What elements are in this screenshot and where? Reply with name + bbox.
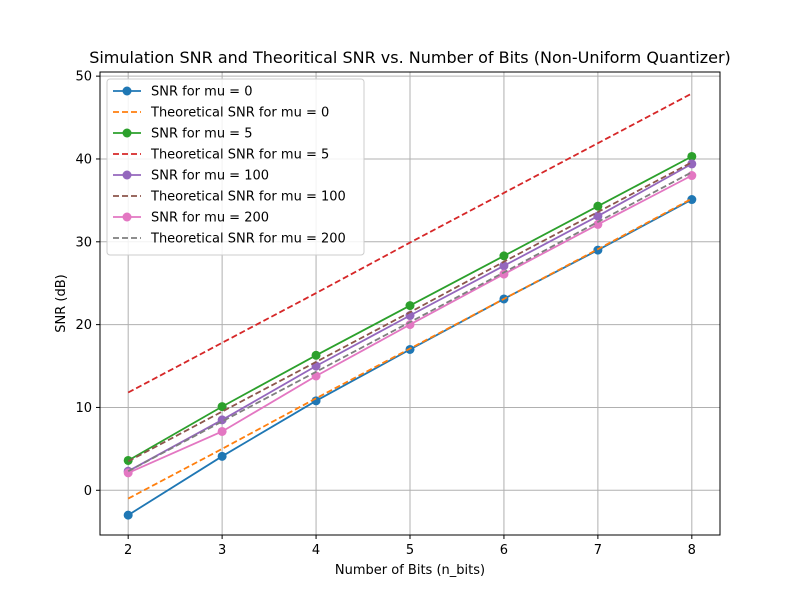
legend-label: SNR for mu = 200 — [151, 211, 269, 226]
y-tick-label: 10 — [75, 401, 92, 416]
x-tick-label: 8 — [688, 543, 696, 558]
data-point — [499, 251, 509, 261]
data-point — [687, 159, 697, 169]
x-tick-label: 7 — [594, 543, 602, 558]
legend-label: Theoretical SNR for mu = 200 — [150, 232, 346, 247]
data-point — [123, 510, 133, 520]
data-point — [217, 451, 227, 461]
legend-label: SNR for mu = 5 — [151, 127, 252, 142]
legend-swatch-marker — [122, 86, 132, 96]
data-point — [687, 151, 697, 161]
series-line — [127, 171, 693, 472]
x-axis-label: Number of Bits (n_bits) — [335, 563, 485, 578]
legend-swatch-marker — [122, 170, 132, 180]
legend-label: SNR for mu = 0 — [151, 85, 252, 100]
legend-label: Theoretical SNR for mu = 100 — [150, 190, 346, 205]
legend-swatch-marker — [122, 212, 132, 222]
x-tick-label: 3 — [218, 543, 226, 558]
legend-label: Theoretical SNR for mu = 0 — [150, 106, 329, 121]
x-tick-label: 2 — [124, 543, 132, 558]
data-point — [217, 402, 227, 412]
x-tick-label: 4 — [312, 543, 320, 558]
legend-swatch-marker — [122, 128, 132, 138]
data-point — [593, 219, 603, 229]
data-point — [687, 171, 697, 181]
data-point — [687, 195, 697, 205]
data-point — [405, 301, 415, 311]
data-point — [593, 201, 603, 211]
series-line — [127, 92, 693, 394]
legend-label: Theoretical SNR for mu = 5 — [150, 148, 329, 163]
y-tick-label: 20 — [75, 318, 92, 333]
y-tick-label: 50 — [75, 70, 92, 85]
y-tick-label: 30 — [75, 235, 92, 250]
data-point — [311, 350, 321, 360]
legend-box — [106, 78, 365, 256]
series-line — [127, 161, 693, 463]
data-point — [217, 426, 227, 436]
y-axis-label: SNR (dB) — [54, 274, 69, 332]
legend: SNR for mu = 0 Theoretical SNR for mu = 0… — [106, 78, 365, 256]
series-line — [127, 197, 693, 500]
x-tick-label: 6 — [500, 543, 508, 558]
data-point — [499, 261, 509, 271]
plot-series — [123, 92, 697, 520]
data-point — [593, 211, 603, 221]
y-tick-label: 0 — [84, 484, 92, 499]
x-tick-label: 5 — [406, 543, 414, 558]
chart-title: Simulation SNR and Theoritical SNR vs. N… — [89, 48, 731, 67]
y-tick-label: 40 — [75, 152, 92, 167]
legend-label: SNR for mu = 100 — [151, 169, 269, 184]
axis-ticks: 2 3 4 5 6 7 8 0 10 20 30 40 50 — [75, 70, 696, 558]
